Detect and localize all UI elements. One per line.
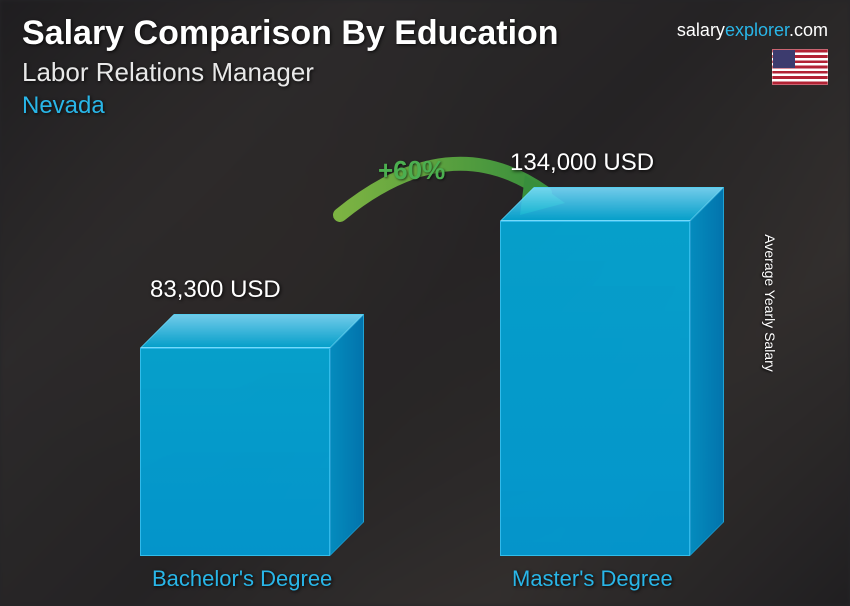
bar-category-label: Bachelor's Degree: [152, 566, 332, 592]
brand-accent: explorer: [725, 20, 789, 40]
brand-suffix: .com: [789, 20, 828, 40]
brand-block: salaryexplorer.com: [677, 20, 828, 85]
content-root: Salary Comparison By Education Labor Rel…: [0, 0, 850, 606]
bar-value-label: 83,300 USD: [150, 276, 281, 304]
brand-name: salaryexplorer.com: [677, 20, 828, 41]
bar-category-label: Master's Degree: [512, 566, 673, 592]
bar-group: 134,000 USDMaster's Degree: [500, 187, 724, 556]
bar-top: [500, 187, 724, 221]
bar-side: [330, 314, 364, 556]
bar-value-label: 134,000 USD: [510, 149, 654, 177]
bar-top: [140, 314, 364, 348]
brand-prefix: salary: [677, 20, 725, 40]
flag-icon: [772, 49, 828, 85]
bar-front: [500, 221, 690, 556]
bar-front: [140, 348, 330, 556]
chart-area: 83,300 USDBachelor's Degree 134,000 USDMa…: [60, 150, 790, 556]
bar-side: [690, 187, 724, 556]
bar-group: 83,300 USDBachelor's Degree: [140, 314, 364, 556]
region-name: Nevada: [22, 92, 828, 120]
